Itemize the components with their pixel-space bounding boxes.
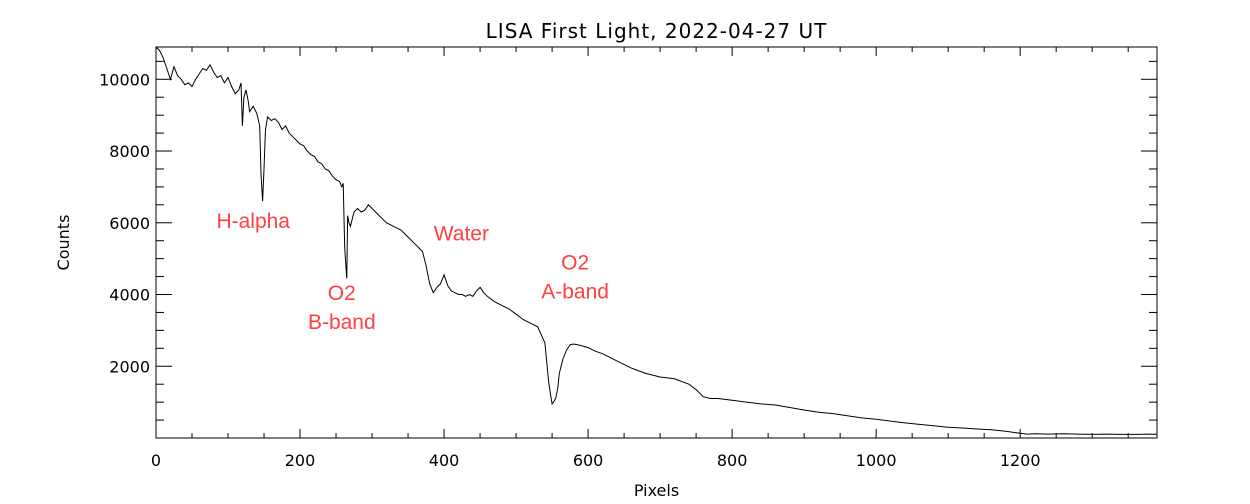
x-tick-label: 800	[717, 451, 748, 470]
annotation-label: O2	[328, 282, 356, 305]
annotation-label: O2	[561, 251, 589, 274]
y-tick-label: 8000	[109, 142, 150, 161]
annotation-label: A-band	[541, 280, 609, 303]
x-tick-label: 200	[285, 451, 316, 470]
annotation-label: H-alpha	[216, 210, 290, 233]
y-tick-label: 6000	[109, 214, 150, 233]
plot-frame	[155, 46, 1158, 439]
annotations: H-alpha Water O2 B-band O2 A-band	[216, 210, 609, 334]
y-tick-label: 4000	[109, 286, 150, 305]
chart-title: LISA First Light, 2022-04-27 UT	[486, 19, 828, 43]
x-tick-label: 600	[573, 451, 604, 470]
y-tick-label: 2000	[109, 357, 150, 376]
x-axis-title: Pixels	[634, 481, 679, 500]
x-tick-label: 0	[151, 451, 161, 470]
annotation-label: Water	[434, 223, 489, 246]
y-tick-label: 10000	[99, 70, 150, 89]
x-tick-label: 1200	[1000, 451, 1041, 470]
x-tick-label: 400	[429, 451, 460, 470]
tick-labels: 0 200 400 600 800 1000 1200 2000 4000 6000 8000 100…	[99, 70, 1040, 470]
annotation-label: B-band	[308, 311, 376, 334]
y-axis-title: Counts	[54, 215, 73, 271]
spectrum-line	[155, 46, 1158, 435]
x-tick-label: 1000	[856, 451, 897, 470]
axis-ticks	[155, 47, 1157, 438]
